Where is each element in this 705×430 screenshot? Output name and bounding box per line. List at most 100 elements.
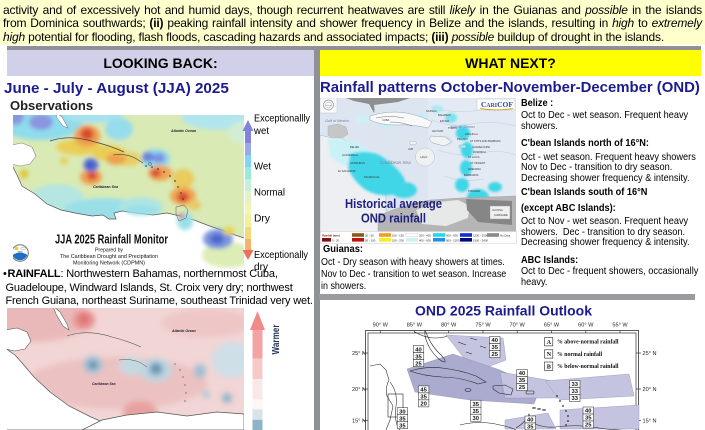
svg-text:ANGUILLA: ANGUILLA: [465, 132, 478, 136]
svg-text:40: 40: [415, 347, 421, 353]
svg-text:Gulf of Mexico: Gulf of Mexico: [325, 119, 349, 123]
svg-text:Exceptionally: Exceptionally: [254, 250, 309, 261]
svg-text:GUATEMALA: GUATEMALA: [342, 153, 358, 157]
svg-text:35: 35: [585, 416, 592, 422]
svg-text:TURKS: TURKS: [448, 126, 457, 130]
svg-text:400 - 600: 400 - 600: [419, 238, 431, 242]
svg-text:20° N: 20° N: [352, 387, 366, 393]
svg-text:150 - 200: 150 - 200: [392, 238, 404, 242]
svg-text:50 - 100: 50 - 100: [365, 238, 376, 242]
svg-text:The Caribbean Drought and Prec: The Caribbean Drought and Precipitation: [60, 254, 158, 260]
svg-text:35: 35: [399, 423, 406, 429]
svg-text:20° N: 20° N: [643, 387, 657, 393]
svg-text:CARICOF: CARICOF: [481, 100, 513, 109]
svg-text:JJA 2025 Rainfall Monitor: JJA 2025 Rainfall Monitor: [55, 233, 168, 247]
svg-text:No Data: No Data: [500, 233, 511, 237]
svg-text:TRINIDAD: TRINIDAD: [468, 189, 480, 193]
svg-text:ST LUCIA: ST LUCIA: [468, 155, 480, 159]
svg-text:Wet: Wet: [254, 161, 271, 172]
svg-text:30: 30: [472, 416, 478, 422]
svg-text:85° W: 85° W: [407, 323, 423, 329]
svg-text:35: 35: [472, 402, 479, 408]
svg-text:15° N: 15° N: [352, 419, 366, 425]
svg-text:BAHAMAS: BAHAMAS: [438, 113, 451, 117]
svg-text:PR-USVI: PR-USVI: [457, 137, 468, 141]
svg-text:EL SALVADOR: EL SALVADOR: [338, 169, 356, 173]
svg-text:A: A: [547, 339, 552, 346]
svg-text:35: 35: [519, 378, 526, 384]
svg-text:20: 20: [420, 402, 426, 408]
svg-text:1500 - 2400: 1500 - 2400: [473, 238, 488, 242]
svg-text:SURINAME: SURINAME: [494, 213, 508, 217]
svg-text:900 - 1200: 900 - 1200: [446, 238, 460, 242]
svg-text:% normal rainfall: % normal rainfall: [557, 352, 602, 358]
svg-text:25: 25: [491, 352, 498, 358]
svg-text:0 - 20: 0 - 20: [332, 238, 340, 242]
svg-text:Caribbean Sea: Caribbean Sea: [380, 160, 411, 165]
svg-text:600 - 900: 600 - 900: [446, 233, 458, 237]
svg-text:35: 35: [399, 416, 406, 422]
svg-text:35: 35: [472, 409, 479, 415]
svg-text:Atlantic Ocean: Atlantic Ocean: [171, 329, 196, 333]
svg-text:25° N: 25° N: [352, 351, 366, 357]
svg-text:45: 45: [420, 388, 427, 394]
svg-text:Atlantic Ocean: Atlantic Ocean: [449, 125, 475, 129]
svg-text:Rainfall (mm): Rainfall (mm): [322, 233, 340, 237]
svg-text:Atlantic Ocean: Atlantic Ocean: [170, 129, 197, 133]
svg-text:B: B: [547, 363, 551, 370]
svg-text:Exceptionallly: Exceptionallly: [254, 114, 311, 125]
svg-text:ST VINCENT: ST VINCENT: [470, 161, 486, 165]
svg-text:75° W: 75° W: [475, 323, 491, 329]
svg-text:35: 35: [491, 345, 498, 351]
svg-text:wet: wet: [253, 126, 269, 137]
svg-text:33: 33: [571, 396, 578, 402]
svg-text:DOMINICA: DOMINICA: [473, 150, 486, 154]
svg-text:Caribbean Sea: Caribbean Sea: [92, 382, 116, 386]
svg-text:15° N: 15° N: [643, 419, 657, 425]
svg-text:25: 25: [415, 361, 422, 367]
svg-text:HONDURAS: HONDURAS: [350, 161, 365, 165]
svg-text:35: 35: [420, 395, 427, 401]
svg-text:NICARAGUA: NICARAGUA: [364, 175, 380, 179]
svg-text:40: 40: [527, 418, 533, 424]
svg-text:30: 30: [399, 409, 405, 415]
svg-text:90° W: 90° W: [373, 323, 389, 329]
svg-text:80° W: 80° W: [441, 323, 457, 329]
svg-text:20 - 50: 20 - 50: [365, 233, 374, 237]
svg-text:dry: dry: [254, 262, 269, 272]
svg-text:OND 2025 Rainfall Outlook: OND 2025 Rainfall Outlook: [415, 303, 592, 319]
svg-text:BARBADOS: BARBADOS: [464, 173, 479, 177]
svg-text:25: 25: [519, 385, 526, 391]
svg-text:ST KITTS AND BARBUDA: ST KITTS AND BARBUDA: [470, 139, 501, 143]
svg-text:Normal: Normal: [254, 187, 285, 198]
svg-text:35: 35: [527, 425, 534, 430]
svg-text:EXUMA: EXUMA: [440, 119, 449, 123]
svg-text:25: 25: [585, 423, 592, 429]
svg-text:Dry: Dry: [254, 213, 271, 224]
svg-text:Prepared by: Prepared by: [95, 248, 123, 254]
svg-text:Monitoring Network (CDPMN): Monitoring Network (CDPMN): [73, 261, 145, 267]
svg-text:Warmer: Warmer: [270, 325, 282, 355]
svg-text:N: N: [547, 351, 552, 358]
svg-text:Historical average: Historical average: [345, 196, 442, 211]
svg-text:Caribbean Sea: Caribbean Sea: [93, 185, 118, 189]
svg-text:100 - 150: 100 - 150: [392, 233, 404, 237]
svg-text:40: 40: [585, 409, 591, 415]
svg-text:HAITI-RD: HAITI-RD: [432, 129, 443, 133]
svg-text:55° W: 55° W: [612, 323, 628, 329]
svg-text:GRENADA: GRENADA: [468, 167, 481, 171]
svg-text:% above-normal rainfall: % above-normal rainfall: [557, 340, 619, 346]
svg-text:GUADELOUPE: GUADELOUPE: [472, 145, 490, 149]
svg-text:60° W: 60° W: [578, 323, 594, 329]
svg-text:JAM: JAM: [408, 147, 413, 151]
svg-text:NASSAU: NASSAU: [426, 109, 437, 113]
svg-text:33: 33: [571, 382, 578, 388]
svg-text:1200 - 1500: 1200 - 1500: [473, 233, 488, 237]
svg-text:25° N: 25° N: [643, 351, 657, 357]
svg-text:40: 40: [519, 371, 525, 377]
svg-text:BELIZE: BELIZE: [350, 145, 359, 149]
svg-text:40: 40: [491, 338, 497, 344]
svg-text:CUBA: CUBA: [382, 118, 389, 122]
svg-text:70° W: 70° W: [510, 323, 526, 329]
svg-text:% below-normal rainfall: % below-normal rainfall: [557, 364, 619, 370]
